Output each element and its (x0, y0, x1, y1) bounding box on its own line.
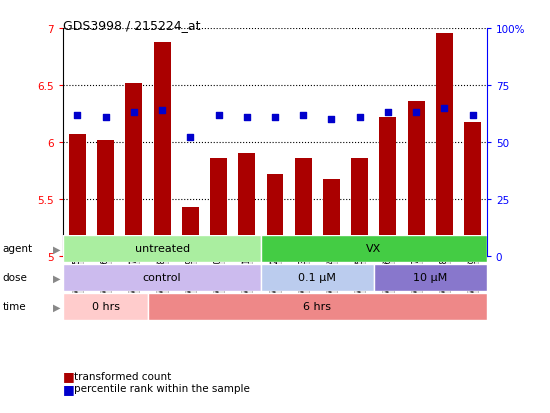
Bar (182, 207, 199, 256)
Bar (351, 158, 368, 256)
Point (355, 114, 364, 121)
Bar (148, 293, 487, 320)
Bar (63, 235, 261, 262)
Point (158, 107, 167, 114)
Text: agent: agent (3, 244, 33, 254)
Bar (153, 43, 170, 256)
Bar (267, 174, 283, 256)
Bar (379, 117, 397, 256)
Bar (374, 264, 487, 291)
Bar (295, 158, 312, 256)
Text: transformed count: transformed count (74, 371, 172, 381)
Point (440, 105, 449, 112)
Bar (63, 264, 261, 291)
Text: 0.1 μM: 0.1 μM (299, 273, 336, 283)
Point (299, 112, 307, 119)
Point (327, 116, 336, 123)
Text: ▶: ▶ (53, 301, 60, 312)
Text: 10 μM: 10 μM (413, 273, 447, 283)
Text: ▶: ▶ (53, 273, 60, 283)
Text: dose: dose (3, 273, 28, 283)
Text: 0 hrs: 0 hrs (92, 301, 119, 312)
Point (73, 112, 82, 119)
Bar (125, 83, 142, 256)
Point (271, 114, 279, 121)
Text: ■: ■ (63, 382, 75, 395)
Bar (436, 33, 453, 256)
Bar (464, 123, 481, 256)
Text: VX: VX (366, 244, 382, 254)
Text: ▶: ▶ (53, 244, 60, 254)
Bar (210, 158, 227, 256)
Bar (261, 235, 487, 262)
Point (214, 112, 223, 119)
Point (468, 112, 477, 119)
Text: untreated: untreated (135, 244, 190, 254)
Bar (408, 102, 425, 256)
Bar (238, 154, 255, 256)
Point (129, 109, 138, 116)
Text: GDS3998 / 215224_at: GDS3998 / 215224_at (63, 19, 201, 31)
Text: control: control (143, 273, 182, 283)
Text: ■: ■ (63, 369, 75, 382)
Point (243, 114, 251, 121)
Text: 6 hrs: 6 hrs (304, 301, 331, 312)
Point (383, 109, 392, 116)
Point (101, 114, 110, 121)
Bar (63, 293, 148, 320)
Point (186, 135, 195, 141)
Point (412, 109, 421, 116)
Bar (323, 180, 340, 256)
Text: time: time (3, 301, 26, 312)
Bar (69, 135, 86, 256)
Text: percentile rank within the sample: percentile rank within the sample (74, 383, 250, 393)
Bar (97, 140, 114, 256)
Bar (261, 264, 374, 291)
